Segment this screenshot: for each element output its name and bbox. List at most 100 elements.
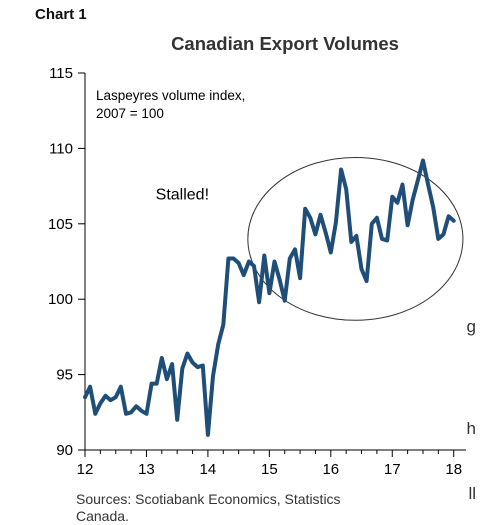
data-point <box>115 396 117 398</box>
stalled-ellipse <box>247 156 464 321</box>
data-point <box>319 214 322 216</box>
data-point <box>309 217 311 219</box>
data-point <box>135 405 137 407</box>
data-point <box>130 411 132 413</box>
data-point <box>453 220 455 222</box>
data-point <box>284 300 286 302</box>
data-point <box>381 238 383 240</box>
data-point <box>166 378 168 380</box>
data-point <box>212 375 214 377</box>
data-point <box>191 361 194 364</box>
x-tick-label: 15 <box>261 461 278 478</box>
data-point <box>279 278 281 281</box>
y-tick-label: 90 <box>56 442 73 459</box>
y-tick-label: 105 <box>48 216 73 233</box>
data-point <box>360 268 363 270</box>
annotation: Stalled! <box>156 156 464 321</box>
axes <box>78 72 466 457</box>
data-point <box>330 251 332 254</box>
clipped-fragment-2: h <box>467 419 476 438</box>
data-point <box>156 383 158 385</box>
data-point <box>171 363 173 365</box>
data-point <box>150 383 153 385</box>
data-point <box>238 262 240 264</box>
data-point <box>273 260 276 263</box>
data-point <box>294 248 296 251</box>
y-tick-label: 110 <box>49 140 73 157</box>
data-point <box>355 235 358 237</box>
data-point <box>448 215 450 217</box>
data-point <box>335 221 337 223</box>
x-tick-label: 12 <box>77 461 94 478</box>
data-point <box>345 188 347 190</box>
data-point <box>376 217 378 219</box>
subtitle-line-1: Laspeyres volume index, <box>96 88 245 103</box>
source-line-1: Sources: Scotiabank Economics, Statistic… <box>76 491 341 507</box>
data-point <box>89 386 91 388</box>
data-point <box>427 183 429 186</box>
stalled-annotation: Stalled! <box>156 187 209 204</box>
data-point <box>84 396 86 398</box>
data-point <box>268 292 270 294</box>
x-tick-label: 18 <box>445 461 462 478</box>
series <box>83 158 456 437</box>
tick-labels: 90 95 100 105 110 115 12 13 14 15 16 17 18 <box>48 65 462 478</box>
data-point <box>227 257 229 260</box>
data-point <box>217 343 219 346</box>
data-point <box>140 410 142 412</box>
data-point <box>248 260 250 263</box>
data-point <box>258 301 260 303</box>
data-point <box>94 413 96 415</box>
clipped-fragment-1: g <box>467 317 476 336</box>
data-point <box>437 238 439 240</box>
chart-title: Canadian Export Volumes <box>171 33 399 54</box>
data-point <box>422 159 424 162</box>
clipped-fragment-3: ll <box>468 484 476 503</box>
data-point <box>412 199 414 201</box>
data-point <box>299 277 301 279</box>
data-point <box>243 274 245 276</box>
data-point <box>263 254 265 257</box>
data-point <box>386 239 388 241</box>
export-volume-series-line <box>83 158 456 437</box>
data-point <box>350 241 352 243</box>
notes: Laspeyres volume index, 2007 = 100 Sourc… <box>76 88 341 524</box>
data-point <box>104 395 107 397</box>
data-point <box>391 196 393 198</box>
data-point <box>289 257 291 260</box>
y-tick-label: 100 <box>48 291 73 308</box>
data-point <box>202 364 204 367</box>
data-point <box>371 223 373 225</box>
x-tick-label: 16 <box>322 461 339 478</box>
x-tick-label: 14 <box>200 461 217 478</box>
subtitle-line-2: 2007 = 100 <box>96 106 164 121</box>
data-point <box>181 367 183 370</box>
data-point <box>197 366 199 368</box>
data-point <box>110 399 112 401</box>
y-tick-label: 115 <box>49 65 73 82</box>
data-point <box>232 257 235 260</box>
y-tick-label: 95 <box>56 367 73 384</box>
data-point <box>401 183 404 186</box>
data-point <box>407 224 409 226</box>
chart-number-label: Chart 1 <box>35 6 87 23</box>
data-point <box>161 357 163 359</box>
data-point <box>304 208 306 210</box>
data-point <box>417 179 419 181</box>
data-point <box>366 280 368 282</box>
data-point <box>396 202 398 204</box>
data-point <box>99 402 101 404</box>
data-point <box>186 352 189 355</box>
data-point <box>325 232 327 234</box>
data-point <box>253 265 255 267</box>
data-point <box>222 324 224 326</box>
x-tick-label: 17 <box>384 461 401 478</box>
data-point <box>120 386 122 388</box>
clipped-left-text: g h ll <box>467 317 476 503</box>
x-tick-label: 13 <box>138 461 155 478</box>
data-point <box>314 233 317 235</box>
data-point <box>432 206 434 208</box>
data-point <box>442 233 445 235</box>
data-point <box>145 413 148 415</box>
